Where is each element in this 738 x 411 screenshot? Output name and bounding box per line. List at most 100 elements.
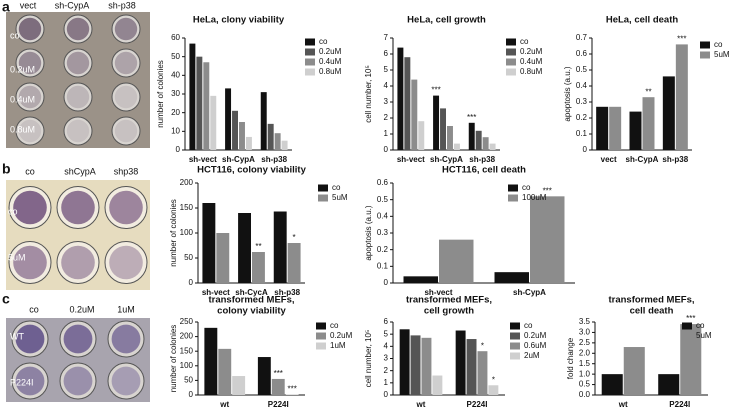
colonies [66,51,90,75]
bar [245,136,252,150]
y-tick-label: 3 [384,97,389,106]
y-axis-label: number of colonies [156,60,165,128]
bar [662,76,675,150]
plate-column-label: shp38 [114,166,139,176]
legend-swatch [700,41,710,49]
significance-label: *** [543,186,552,195]
bar [202,203,216,283]
plate-row-label: 5uM [8,252,26,262]
y-tick-label: 2 [384,113,389,122]
y-tick-label: 50 [171,52,180,61]
plate [111,48,141,78]
bar [285,394,299,395]
bar [239,122,245,150]
legend-label: 0.6uM [524,341,547,350]
x-tick-label: sh-vect [202,288,230,297]
y-axis-label: cell number, 10⁵ [364,65,373,123]
x-tick-label: sh-vect [424,288,452,297]
bar [421,337,432,395]
bar [216,233,230,283]
y-tick-label: 50 [184,376,193,385]
bar [418,121,425,150]
y-tick-label: 200 [180,332,194,341]
significance-label: ** [645,87,651,96]
bar [273,211,287,283]
legend-label: 0.2uM [319,47,342,56]
colonies [61,190,95,225]
legend-swatch [682,322,692,330]
bar [257,357,271,395]
chart-title: HeLa, cell growth [407,15,486,26]
colonies [114,85,138,109]
legend-label: co [696,321,705,330]
x-tick-label: sh-p38 [274,288,300,297]
significance-label: * [492,375,495,384]
legend-label: 0.8uM [520,67,543,76]
y-tick-label: 1 [384,129,389,138]
chart-title: cell death [630,306,674,317]
y-tick-label: 0.5 [579,380,591,389]
plate [15,116,45,146]
y-tick-label: 0 [189,278,194,287]
y-tick-label: 0 [384,278,389,287]
legend-swatch [316,332,326,340]
bar [623,347,645,395]
legend-swatch [316,322,326,330]
y-axis-label: fold change [566,337,575,379]
bar [281,140,288,150]
bar [267,123,274,150]
plate [104,241,148,284]
bar [489,143,496,150]
y-tick-label: 40 [171,70,180,79]
legend-swatch [305,48,315,56]
plate [111,116,141,146]
legend-swatch [510,322,520,330]
legend-label: 0.2uM [524,331,547,340]
bar [675,44,688,150]
x-tick-label: vect [601,155,617,164]
y-tick-label: 3 [384,354,389,363]
plate-row-label: co [10,30,20,40]
colonies [13,245,47,280]
bar [403,276,438,283]
plate-column-label: 1uM [117,304,135,314]
colonies [109,245,143,280]
bar [596,106,609,150]
y-tick-label: 0 [176,145,181,154]
legend-label: co [319,37,328,46]
bar [432,375,443,395]
y-tick-label: 200 [180,178,194,187]
legend-label: 100uM [522,193,547,202]
legend-label: 5uM [332,193,348,202]
bar [477,351,488,395]
legend-label: co [332,183,341,192]
legend-swatch [506,48,516,56]
panel-label: a [2,0,10,15]
bar [468,122,475,150]
legend-label: co [520,37,529,46]
x-tick-label: P224I [268,400,289,409]
x-tick-label: sh-p38 [662,155,688,164]
bar [609,106,622,150]
bar [252,252,265,283]
bar [260,92,267,150]
panel-label: b [2,161,11,177]
bar [204,327,218,395]
y-tick-label: 0.5 [377,195,389,204]
y-axis-label: apoptosis (a.u.) [563,66,572,121]
legend-swatch [682,332,692,340]
bar [433,95,440,150]
colonies [114,17,138,41]
bar [271,378,285,395]
plate-column-label: 0.2uM [69,304,94,314]
y-tick-label: 2.5 [579,338,591,347]
legend-swatch [506,58,516,66]
chart-title: HCT116, colony viability [197,165,306,176]
bar [189,43,196,150]
y-axis-label: apoptosis (a.u.) [364,205,373,260]
y-tick-label: 0.2 [377,245,389,254]
x-tick-label: sh-p38 [469,155,495,164]
colonies [111,324,141,354]
legend-label: 5uM [714,50,730,59]
